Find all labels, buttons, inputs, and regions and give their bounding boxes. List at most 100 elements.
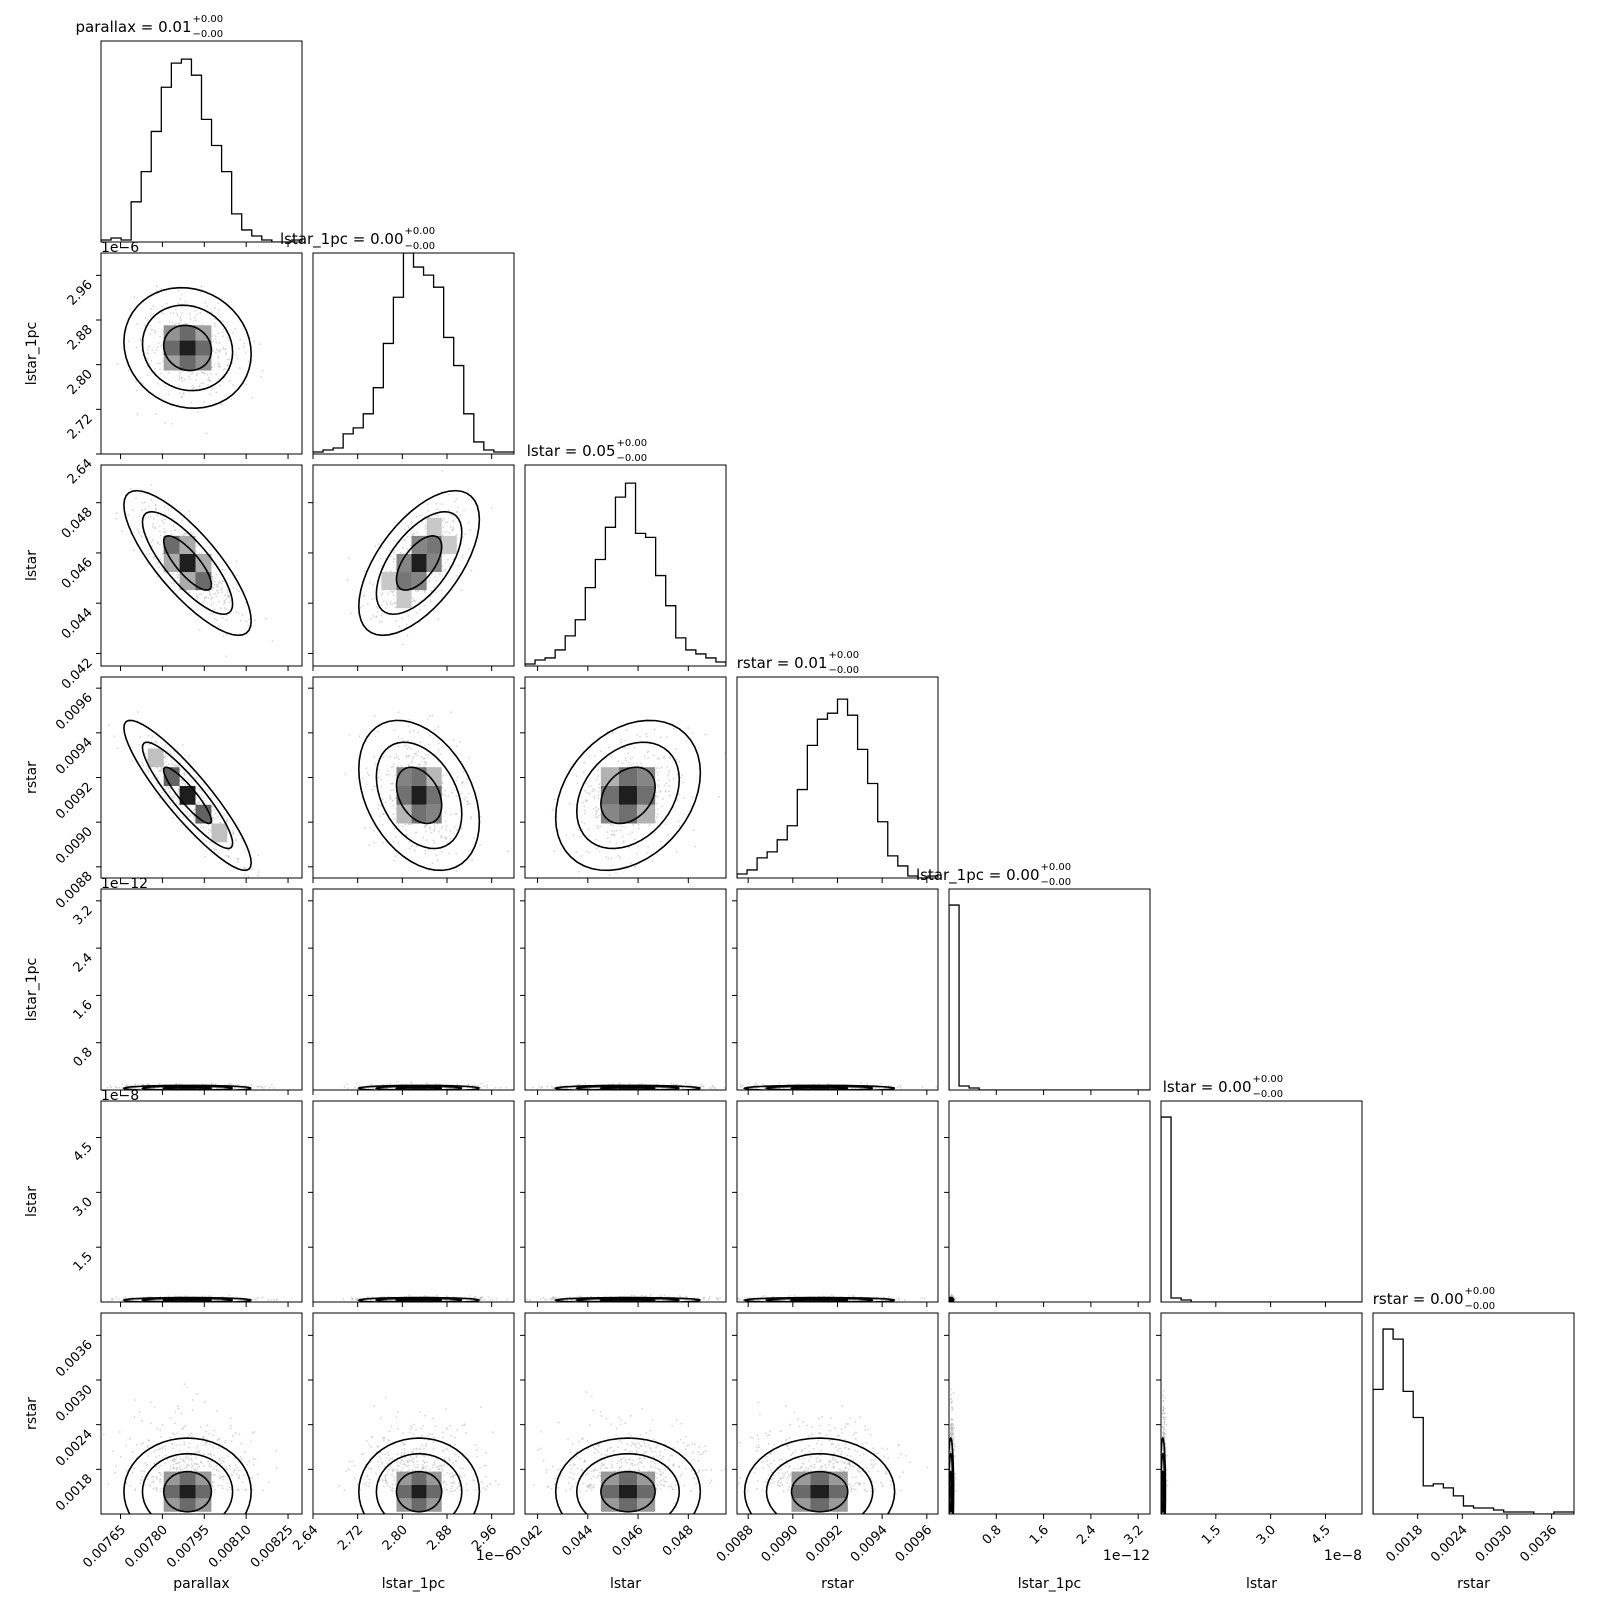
sample-point xyxy=(440,597,443,599)
sample-point xyxy=(212,602,215,604)
sample-point xyxy=(598,814,601,817)
sample-point xyxy=(215,619,218,622)
sample-point xyxy=(668,779,671,782)
density-cell xyxy=(411,767,427,786)
sample-point xyxy=(613,834,616,837)
sample-point xyxy=(139,735,142,738)
sample-point xyxy=(416,731,419,734)
sample-point xyxy=(880,1082,883,1085)
sample-point xyxy=(164,422,167,424)
y-tick-label: 0.046 xyxy=(59,555,96,592)
sample-point xyxy=(405,744,408,747)
sample-point xyxy=(172,525,175,527)
sample-point xyxy=(179,376,181,379)
sample-point xyxy=(242,345,245,348)
sample-point xyxy=(597,797,599,799)
sample-point xyxy=(228,380,231,383)
sample-point xyxy=(257,1297,260,1299)
sample-point xyxy=(431,714,434,717)
sample-point xyxy=(380,614,383,617)
sample-point xyxy=(160,372,162,375)
sample-point xyxy=(394,521,396,524)
sample-point xyxy=(127,340,130,343)
sample-point xyxy=(222,346,225,349)
density-cell xyxy=(163,535,180,554)
sample-point xyxy=(131,760,134,762)
sample-point xyxy=(152,312,155,315)
sample-point xyxy=(480,1082,483,1085)
sample-point xyxy=(641,1082,644,1085)
sample-point xyxy=(415,765,418,768)
sample-point xyxy=(393,827,396,830)
sample-point xyxy=(156,541,159,543)
sample-point xyxy=(172,572,175,575)
sample-point xyxy=(350,612,353,615)
sample-point xyxy=(147,348,149,351)
sample-point xyxy=(148,553,151,555)
sample-point xyxy=(381,798,384,801)
sample-point xyxy=(433,728,436,731)
sample-point xyxy=(118,1086,121,1089)
sample-point xyxy=(629,862,632,865)
sample-point xyxy=(380,785,383,788)
sample-point xyxy=(213,325,216,328)
sample-point xyxy=(145,752,147,755)
sample-point xyxy=(139,338,142,341)
sample-point xyxy=(700,1083,703,1086)
sample-point xyxy=(435,502,438,505)
sample-point xyxy=(222,320,225,323)
sample-point xyxy=(194,378,197,381)
sample-point xyxy=(627,761,630,764)
sample-point xyxy=(445,531,448,533)
sample-point xyxy=(225,598,228,600)
sample-point xyxy=(616,854,619,857)
sample-point xyxy=(203,372,206,374)
sample-point xyxy=(712,1085,714,1088)
sample-point xyxy=(184,1295,187,1298)
sample-point xyxy=(218,309,220,311)
sample-point xyxy=(172,805,175,807)
sample-point xyxy=(184,783,186,786)
sample-point xyxy=(615,872,617,875)
sample-point xyxy=(207,383,209,386)
sample-point xyxy=(450,711,452,714)
sample-point xyxy=(406,535,409,538)
sample-point xyxy=(448,532,451,534)
sample-point xyxy=(444,828,447,831)
sample-point xyxy=(406,547,409,550)
sample-point xyxy=(170,533,173,536)
density-cell xyxy=(396,804,412,824)
sample-point xyxy=(414,753,416,755)
sample-point xyxy=(160,288,163,290)
sample-point xyxy=(210,603,213,606)
sample-point xyxy=(396,765,399,768)
sample-point xyxy=(451,792,453,794)
sample-point xyxy=(164,530,167,533)
sample-point xyxy=(197,411,200,413)
sample-point xyxy=(184,300,187,303)
x-ticks xyxy=(312,454,493,459)
sample-point xyxy=(449,525,452,528)
sample-point xyxy=(442,745,445,748)
x-ticks xyxy=(120,666,289,671)
sample-point xyxy=(146,365,149,368)
sample-point xyxy=(217,591,220,594)
sample-point xyxy=(470,816,472,818)
panel-4-1 xyxy=(308,888,515,1095)
sample-point xyxy=(393,557,395,560)
sample-point xyxy=(368,843,370,846)
sample-point xyxy=(193,316,196,319)
sample-point xyxy=(447,841,449,844)
sample-point xyxy=(238,367,241,369)
sample-point xyxy=(150,499,152,501)
contour-line xyxy=(357,489,481,637)
sample-point xyxy=(375,616,377,618)
x-ticks xyxy=(120,1090,289,1095)
sample-point xyxy=(411,600,414,603)
sample-point xyxy=(428,734,431,737)
sample-point xyxy=(446,558,449,561)
sample-point xyxy=(407,763,410,766)
sample-point xyxy=(221,580,224,583)
sample-point xyxy=(441,793,444,796)
sample-point xyxy=(455,533,458,536)
